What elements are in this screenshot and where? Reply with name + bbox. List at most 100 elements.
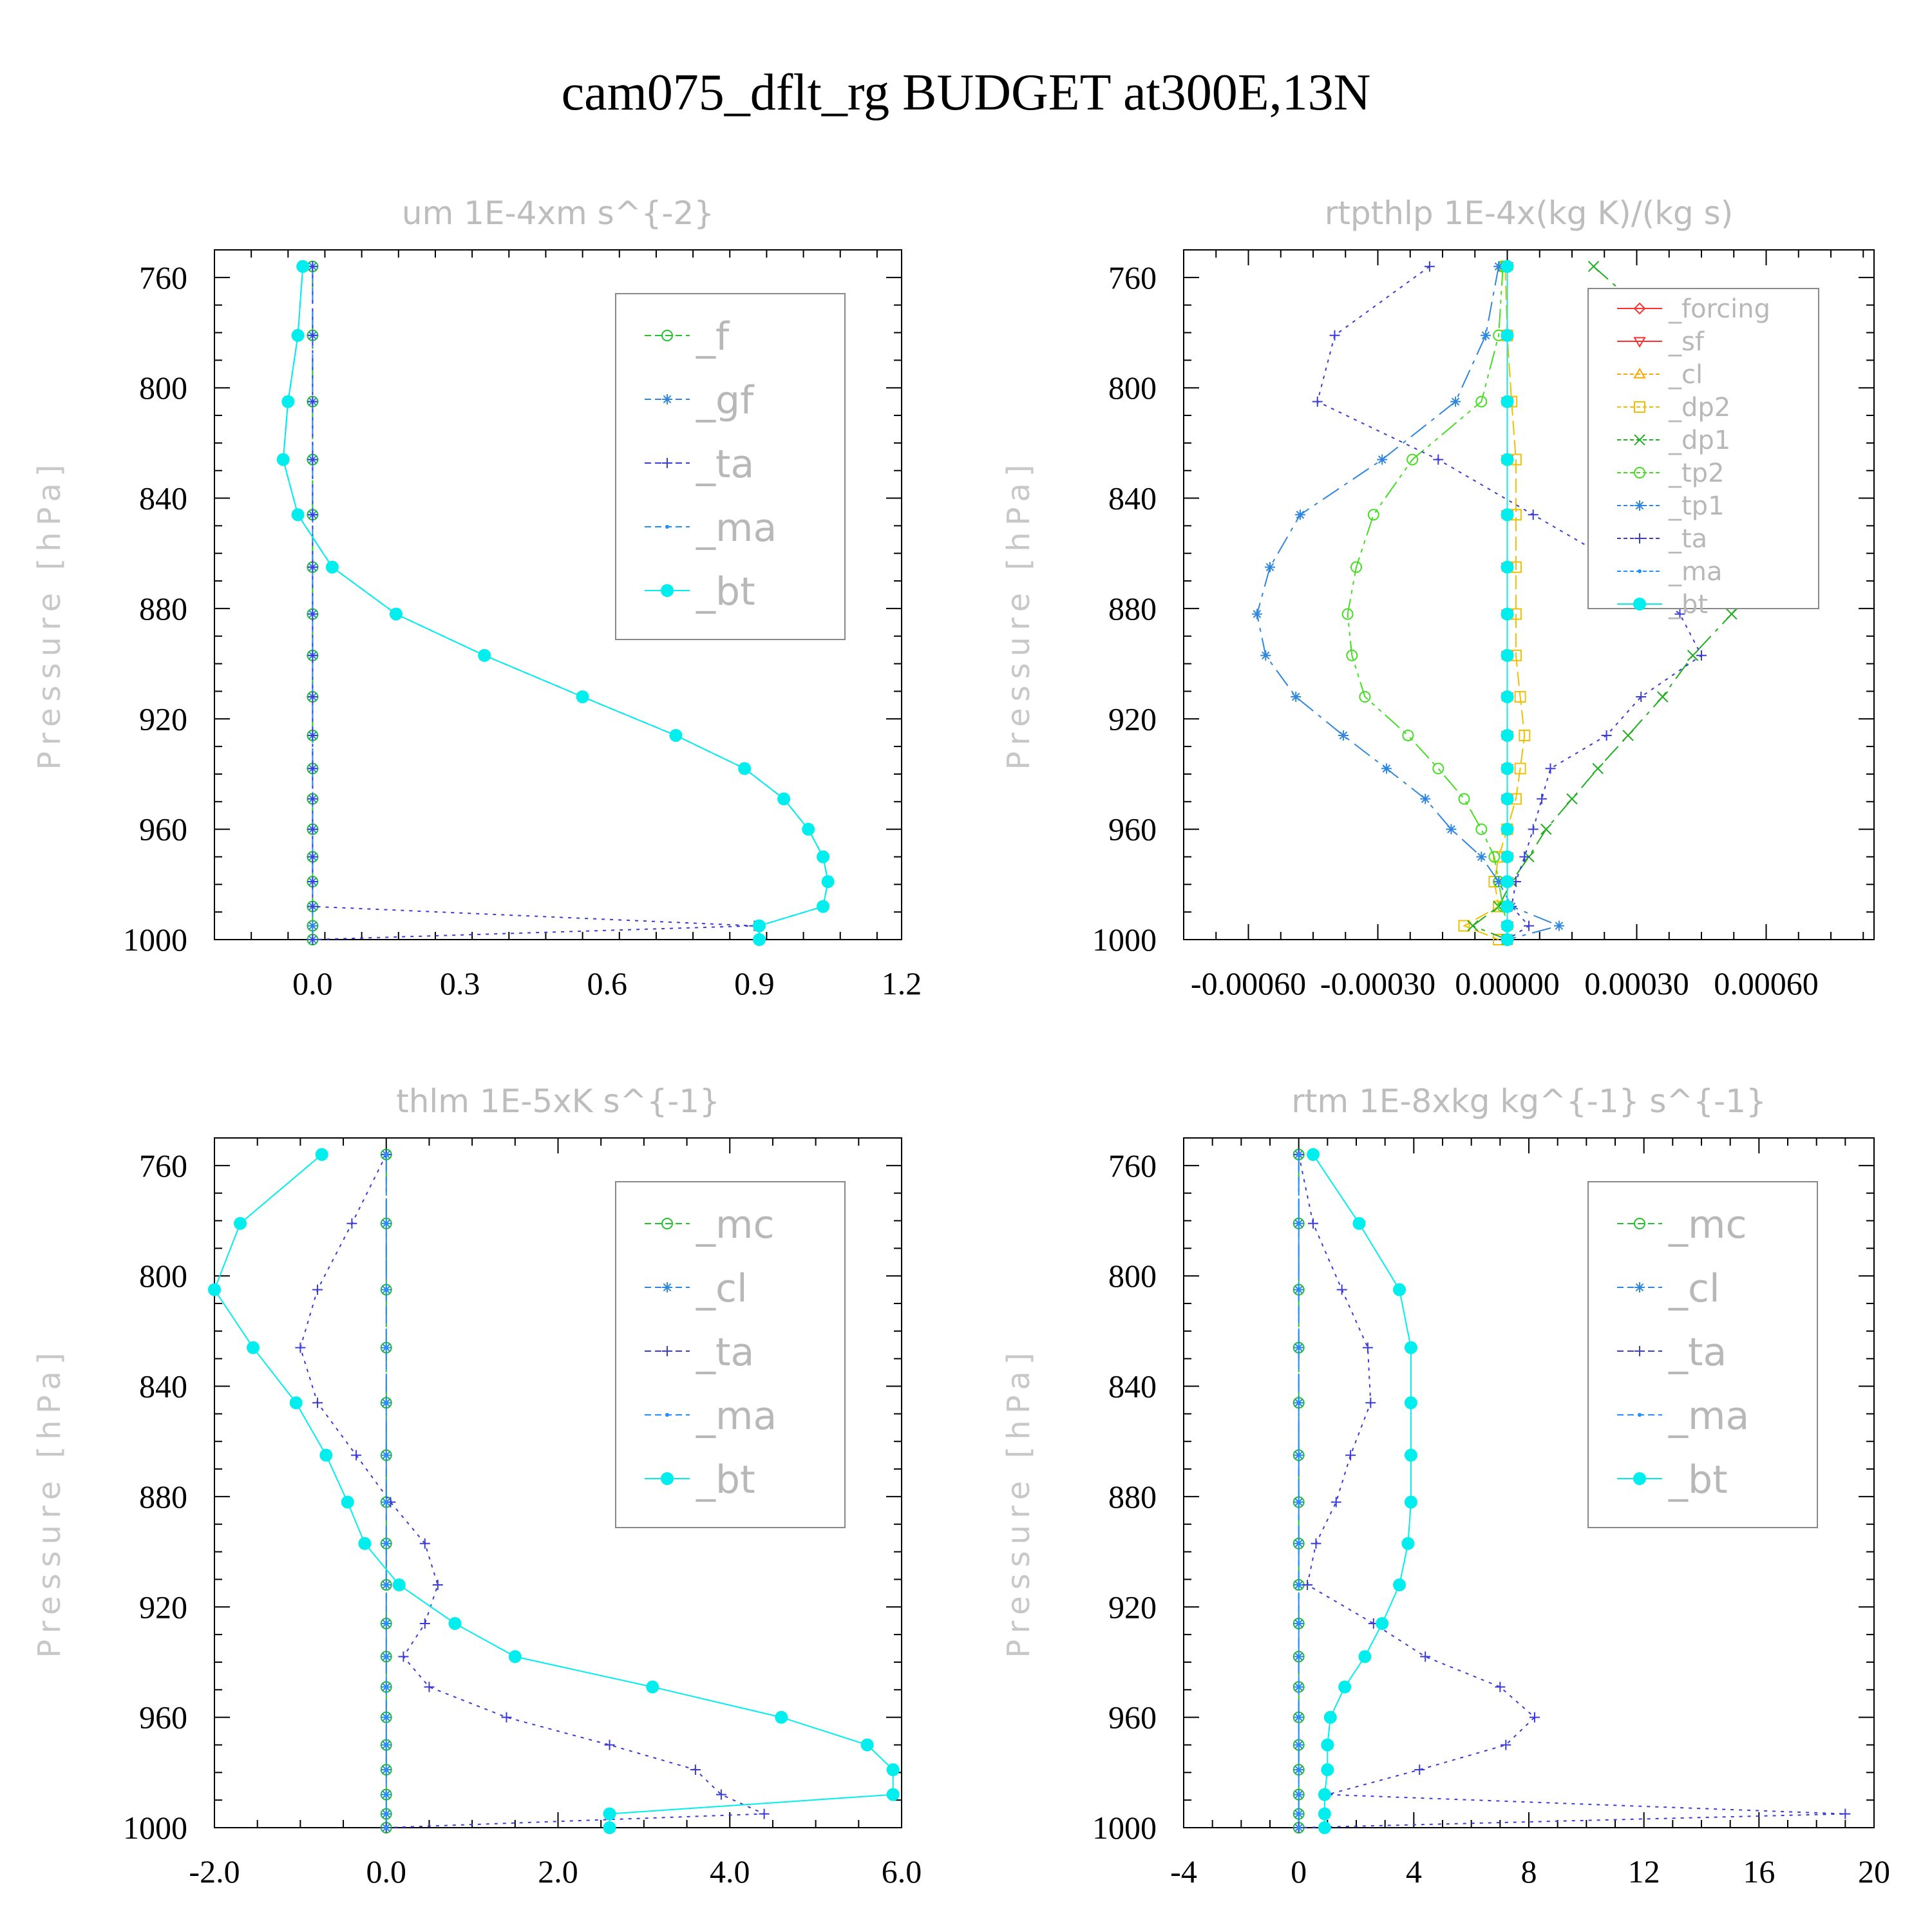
data-point	[1401, 1537, 1415, 1550]
data-point	[307, 562, 318, 573]
data-point	[1336, 1284, 1347, 1295]
x-tick-label: -4	[1170, 1853, 1197, 1889]
data-point	[1296, 1152, 1301, 1157]
y-tick-label: 880	[1108, 1479, 1157, 1515]
data-point	[384, 1715, 388, 1719]
data-point	[307, 609, 318, 620]
legend-swatch-marker	[1638, 569, 1642, 573]
data-point	[424, 1681, 435, 1692]
legend-item: _cl	[1617, 360, 1703, 390]
x-tick-label: -0.00030	[1320, 965, 1435, 1001]
data-point	[1345, 1450, 1356, 1461]
data-point	[1501, 792, 1514, 806]
data-point	[325, 560, 339, 574]
data-point	[1296, 1345, 1301, 1350]
data-point	[738, 762, 752, 775]
data-point	[1501, 850, 1514, 864]
data-point	[1501, 508, 1514, 522]
data-point	[752, 919, 766, 933]
legend: _forcing_sf_cl _dp2 _dp1 _tp2 _tp1_ta_ma_bt	[1587, 288, 1819, 620]
data-point	[1519, 851, 1530, 862]
data-point	[1540, 823, 1552, 835]
data-point	[384, 1743, 388, 1747]
y-tick-label: 920	[139, 701, 187, 737]
legend: _f _gf _ta _ma _bt	[615, 293, 846, 640]
data-point	[1346, 649, 1358, 661]
data-point	[384, 1401, 388, 1405]
data-point	[1493, 261, 1504, 272]
data-point	[1537, 793, 1548, 804]
legend-box	[1587, 1181, 1818, 1528]
data-point	[1476, 851, 1487, 862]
legend-label: _dp2	[1668, 393, 1730, 422]
data-point	[384, 1221, 388, 1226]
legend-label: _sf	[1668, 327, 1705, 357]
legend-label: _ma	[696, 506, 777, 551]
data-point	[384, 1768, 388, 1772]
data-point	[1501, 728, 1514, 742]
data-point	[1481, 330, 1491, 341]
y-tick-label: 760	[139, 1148, 187, 1184]
data-point	[1296, 1685, 1301, 1689]
data-point	[307, 509, 318, 520]
data-point	[1528, 824, 1539, 835]
y-tick-label: 800	[139, 370, 187, 406]
x-tick-label: 4	[1406, 1853, 1422, 1889]
legend-swatch-marker	[661, 584, 674, 597]
x-tick-label: 0.6	[587, 965, 627, 1001]
data-point	[1296, 1768, 1301, 1772]
data-point	[384, 1826, 388, 1830]
legend-item: _forcing	[1617, 294, 1770, 324]
data-point	[1393, 1578, 1406, 1592]
legend-swatch-marker	[665, 1413, 669, 1417]
y-tick-label: 1000	[123, 922, 187, 958]
data-point	[384, 1453, 388, 1457]
data-point	[1296, 1221, 1301, 1226]
data-point	[1587, 260, 1600, 272]
data-point	[1393, 1283, 1406, 1296]
y-axis-label: Pressure [hPa]	[1001, 1346, 1037, 1658]
data-point	[576, 690, 589, 704]
data-point	[291, 508, 305, 522]
legend-swatch-marker	[1638, 1413, 1642, 1417]
data-point	[1308, 1218, 1318, 1229]
legend-box	[615, 1181, 846, 1528]
data-point	[690, 1765, 701, 1776]
data-point	[1545, 763, 1556, 774]
data-point	[1622, 730, 1634, 741]
legend-item: _bt	[1617, 1457, 1728, 1502]
data-point	[307, 454, 318, 465]
data-point	[1636, 692, 1647, 703]
data-point	[603, 1807, 616, 1821]
data-point	[1514, 691, 1526, 703]
data-point	[775, 1710, 788, 1724]
data-point	[1495, 1681, 1506, 1692]
y-tick-label: 920	[1108, 1589, 1157, 1625]
panel-title: rtm 1E-8xkg kg^{-1} s^{-1}	[1291, 1083, 1766, 1120]
legend-label: _bt	[696, 569, 755, 614]
series-bt	[276, 260, 835, 946]
legend-item: _ma	[1617, 557, 1722, 587]
legend-swatch-marker	[665, 525, 669, 529]
data-point	[1365, 1397, 1376, 1408]
x-tick-label: -2.0	[189, 1853, 240, 1889]
data-point	[1475, 395, 1488, 408]
data-point	[1475, 823, 1488, 835]
legend-swatch-marker	[1634, 401, 1645, 413]
data-point	[389, 607, 402, 621]
data-point	[1501, 328, 1514, 342]
data-point	[1404, 1495, 1417, 1509]
data-point	[1501, 875, 1514, 889]
panel-title: rtpthlp 1E-4x(kg K)/(kg s)	[1325, 194, 1733, 232]
data-point	[1450, 396, 1461, 407]
data-point	[307, 692, 318, 703]
data-point	[1458, 920, 1470, 932]
data-point	[1331, 1497, 1341, 1508]
y-tick-label: 800	[1108, 1258, 1157, 1294]
data-point	[281, 395, 295, 408]
data-point	[1251, 609, 1262, 620]
plot-frame	[1183, 249, 1875, 940]
legend-label: _tp1	[1668, 491, 1725, 521]
data-point	[1376, 1616, 1389, 1630]
data-point	[384, 1792, 388, 1797]
